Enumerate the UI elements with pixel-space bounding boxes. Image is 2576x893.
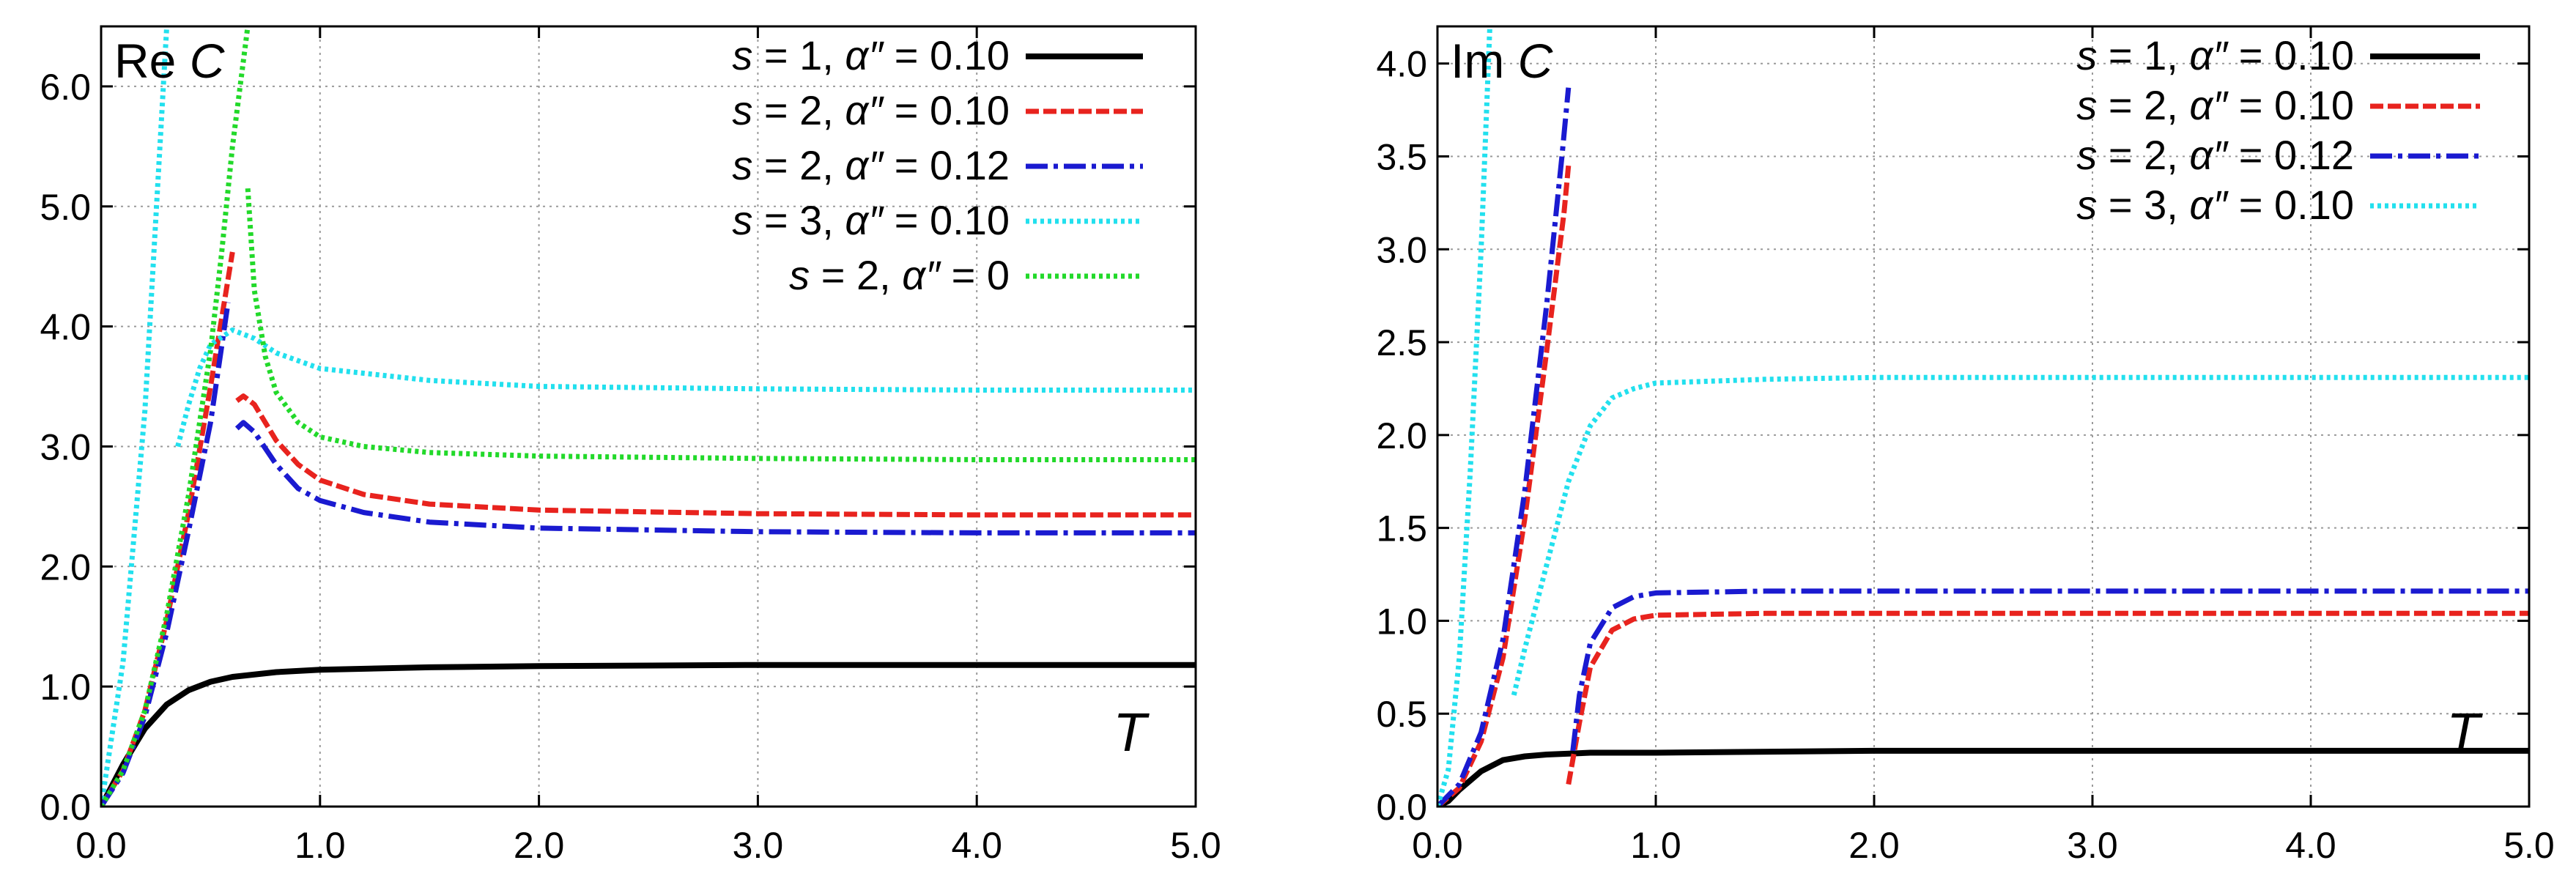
right-chart: 0.0 1.0 2.0 3.0 4.0 5.0 0.0 0.5 1.0 1.5 2.0 2.5 3.0 3… (1376, 25, 2555, 866)
right-ytick-label: 1.0 (1376, 601, 1427, 642)
left-chart-title: Re C (114, 34, 226, 88)
right-plot-frame (1436, 25, 2531, 808)
right-ytick-label: 2.0 (1376, 415, 1427, 456)
left-legend: s = 1, α″ = 0.10 s = 2, α″ = 0.10 s = 2, α… (732, 32, 1143, 298)
left-legend-entry-3: s = 2, α″ = 0.12 (732, 142, 1010, 188)
right-series-group (1437, 26, 2529, 807)
right-xtick-label: 0.0 (1412, 825, 1463, 866)
right-xtick-label: 4.0 (2285, 825, 2336, 866)
right-series-3-line (1437, 87, 1572, 807)
left-xtick-label: 3.0 (733, 825, 784, 866)
left-ytick-label: 6.0 (40, 67, 91, 108)
left-chart: 0.0 1.0 2.0 3.0 4.0 5.0 0.0 1.0 2.0 3.0 4.0 5.0 6.0 R… (40, 25, 1221, 866)
left-ytick-label: 0.0 (40, 787, 91, 828)
left-ytick-label: 5.0 (40, 187, 91, 228)
left-plot-frame (100, 25, 1197, 808)
right-series-2-line (1566, 610, 2529, 785)
right-series-2-line (1437, 165, 1572, 807)
right-xtick-label: 1.0 (1630, 825, 1681, 866)
left-series-5-line (245, 188, 1196, 462)
right-legend-entry-4: s = 3, α″ = 0.10 (2076, 182, 2354, 228)
right-legend-entry-3: s = 2, α″ = 0.12 (2076, 132, 2354, 178)
right-ytick-label: 0.5 (1376, 694, 1427, 735)
left-xtick-label: 1.0 (295, 825, 346, 866)
left-xtick-label: 5.0 (1170, 825, 1221, 866)
left-ytick-label: 1.0 (40, 667, 91, 708)
left-series-4-line (175, 327, 1196, 448)
right-series-4-line (1437, 26, 1492, 807)
right-xtick-label: 5.0 (2503, 825, 2555, 866)
left-xtick-label: 2.0 (514, 825, 565, 866)
right-ytick-label: 1.5 (1376, 508, 1427, 549)
right-legend-entry-1: s = 1, α″ = 0.10 (2076, 32, 2354, 78)
left-series-2-line (101, 251, 235, 807)
left-ytick-label: 3.0 (40, 426, 91, 467)
left-series-5-line (101, 26, 251, 807)
left-legend-entry-2: s = 2, α″ = 0.10 (732, 87, 1010, 133)
left-ytick-label: 2.0 (40, 546, 91, 588)
left-series-group (101, 26, 1196, 807)
left-series-3-line (234, 420, 1196, 536)
left-x-axis-label: T (1113, 702, 1150, 763)
left-series-2-line (235, 393, 1196, 518)
left-xtick-label: 0.0 (75, 825, 127, 866)
right-legend: s = 1, α″ = 0.10s = 2, α″ = 0.10s = 2, α… (2076, 32, 2480, 228)
right-series-1-line (1437, 747, 2529, 807)
right-ytick-label: 3.0 (1376, 229, 1427, 270)
right-series-3-line (1570, 588, 2529, 752)
left-legend-entry-1: s = 1, α″ = 0.10 (732, 32, 1010, 78)
right-xtick-label: 2.0 (1848, 825, 1900, 866)
right-xtick-label: 3.0 (2067, 825, 2118, 866)
right-series-4-line (1511, 374, 2529, 696)
left-series-4-line (101, 26, 170, 807)
right-chart-title: Im C (1451, 34, 1554, 88)
right-ytick-label: 0.0 (1376, 787, 1427, 828)
left-legend-entry-5: s = 2, α″ = 0 (789, 252, 1010, 298)
left-series-3-line (101, 302, 231, 807)
right-ytick-label: 3.5 (1376, 137, 1427, 178)
right-ytick-label: 4.0 (1376, 44, 1427, 85)
right-ytick-label: 2.5 (1376, 322, 1427, 363)
left-series-1-line (101, 662, 1196, 807)
left-ytick-label: 4.0 (40, 307, 91, 348)
right-legend-entry-2: s = 2, α″ = 0.10 (2076, 82, 2354, 128)
left-xtick-label: 4.0 (951, 825, 1002, 866)
left-legend-entry-4: s = 3, α″ = 0.10 (732, 197, 1010, 243)
right-x-axis-label: T (2446, 702, 2483, 763)
